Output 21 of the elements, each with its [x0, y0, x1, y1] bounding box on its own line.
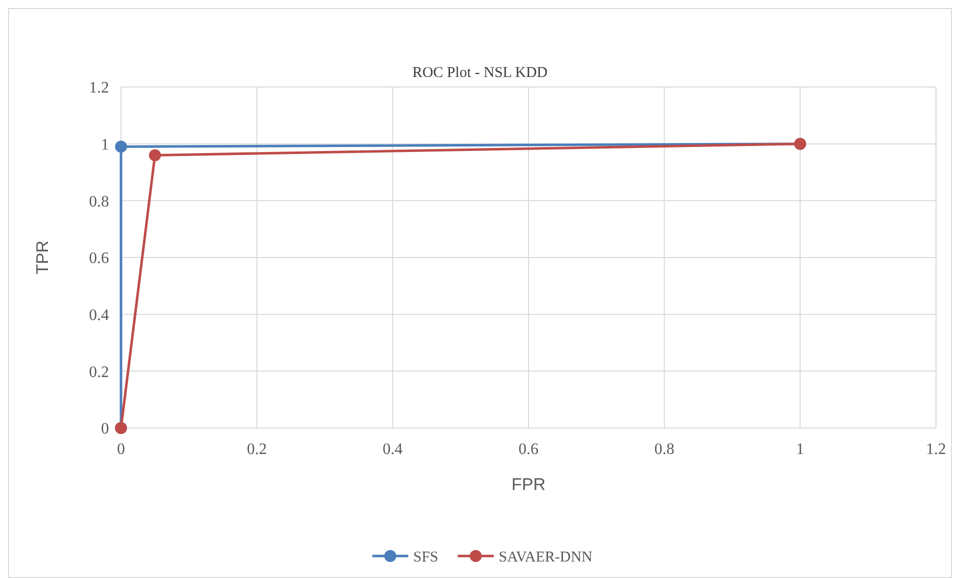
legend-label: SAVAER-DNN — [498, 549, 593, 566]
x-tick-label: 0.4 — [382, 441, 403, 458]
x-tick-label: 0 — [117, 441, 125, 458]
x-tick-label: 0.8 — [654, 441, 674, 458]
x-tick-label: 1 — [796, 441, 804, 458]
y-axis-title: TPR — [33, 240, 52, 274]
legend-label: SFS — [413, 549, 438, 566]
y-tick-label: 0.2 — [89, 364, 109, 381]
x-tick-label: 1.2 — [926, 441, 946, 458]
y-tick-label: 0.8 — [89, 193, 109, 210]
y-tick-label: 0 — [101, 420, 109, 438]
y-tick-label: 0.4 — [89, 306, 109, 324]
x-tick-label: 0.2 — [246, 441, 267, 458]
y-tick-label: 1.2 — [89, 80, 109, 97]
y-tick-label: 1 — [101, 136, 109, 154]
point — [148, 149, 161, 162]
x-tick-label: 0.6 — [518, 441, 538, 458]
x-axis-title: FPR — [512, 475, 546, 494]
y-tick-label: 0.6 — [89, 250, 109, 268]
point — [115, 140, 127, 153]
chart-title: ROC Plot - NSL KDD — [412, 65, 548, 81]
